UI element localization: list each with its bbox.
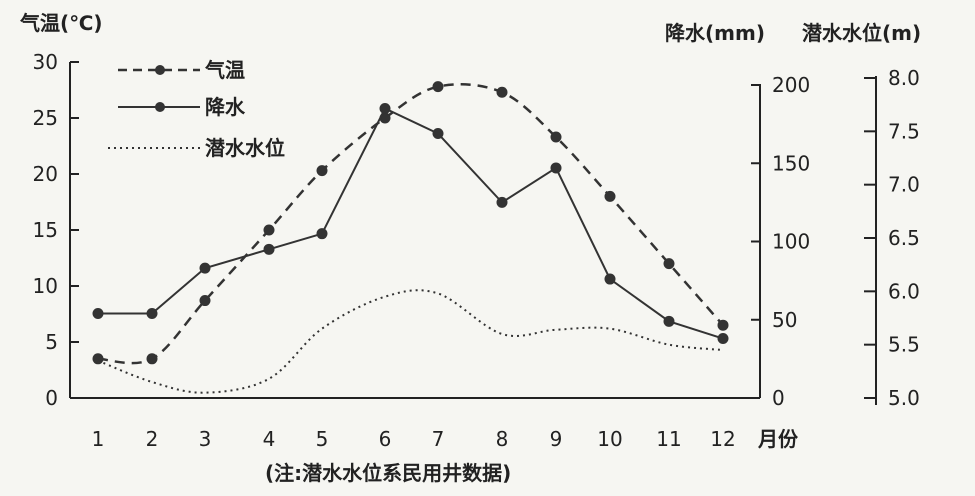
precipitation-point xyxy=(199,262,211,274)
water-tick-label: 6.5 xyxy=(888,226,920,250)
temperature-point xyxy=(663,258,675,270)
legend-temp-marker xyxy=(155,65,165,75)
water-tick-label: 6.0 xyxy=(888,279,920,303)
temperature-point xyxy=(92,353,104,365)
series-precipitation-line xyxy=(98,107,724,340)
precipitation-point xyxy=(550,162,562,174)
temperature-point xyxy=(496,86,508,98)
precipitation-point xyxy=(604,273,616,285)
precip-tick-label: 50 xyxy=(772,308,797,332)
x-tick-label: 12 xyxy=(710,427,735,451)
temperature-point xyxy=(550,131,562,143)
left-tick-label: 0 xyxy=(45,386,58,410)
precip-tick-label: 150 xyxy=(772,151,810,175)
legend-precip-marker xyxy=(155,102,165,112)
right-axis-water-title: 潜水水位(m) xyxy=(802,21,921,45)
left-tick-label: 30 xyxy=(33,50,58,74)
precipitation-point xyxy=(663,315,675,327)
legend-water-label: 潜水水位 xyxy=(205,136,285,160)
x-tick-label: 4 xyxy=(263,427,276,451)
precip-tick-label: 200 xyxy=(772,73,810,97)
x-tick-label: 9 xyxy=(550,427,563,451)
legend-temp-label: 气温 xyxy=(204,58,245,82)
x-tick-label: 2 xyxy=(146,427,159,451)
precipitation-point xyxy=(432,128,444,140)
left-tick-label: 10 xyxy=(33,274,58,298)
temperature-point xyxy=(432,81,444,93)
precip-tick-label: 100 xyxy=(772,230,810,254)
legend-precip-label: 降水 xyxy=(205,95,246,119)
temperature-point xyxy=(263,224,275,236)
water-tick-label: 7.5 xyxy=(888,119,920,143)
x-tick-label: 3 xyxy=(199,427,212,451)
x-tick-label: 6 xyxy=(379,427,392,451)
precipitation-point xyxy=(496,196,508,208)
x-tick-label: 5 xyxy=(316,427,329,451)
water-tick-label: 8.0 xyxy=(888,66,920,90)
left-axis-title: 气温(℃) xyxy=(19,11,103,35)
legend: 气温 降水 潜水水位 xyxy=(108,58,285,160)
x-tick-label: 11 xyxy=(656,427,681,451)
water-tick-label: 7.0 xyxy=(888,173,920,197)
temperature-point xyxy=(146,353,158,365)
precip-tick-label: 0 xyxy=(772,386,785,410)
precipitation-point xyxy=(146,307,158,319)
x-tick-label: 7 xyxy=(432,427,445,451)
x-tick-label: 1 xyxy=(92,427,105,451)
right-axis-precip-title: 降水(mm) xyxy=(665,21,765,45)
temperature-point xyxy=(717,319,729,331)
x-tick-label: 8 xyxy=(496,427,509,451)
temperature-point xyxy=(199,295,211,307)
precipitation-point xyxy=(92,307,104,319)
left-tick-label: 20 xyxy=(33,162,58,186)
x-axis-title: 月份 xyxy=(757,427,799,451)
water-tick-label: 5.0 xyxy=(888,386,920,410)
precipitation-point xyxy=(316,228,328,240)
temperature-point xyxy=(604,190,616,202)
chart-note: (注:潜水水位系民用井数据) xyxy=(265,461,511,485)
left-tick-label: 5 xyxy=(45,330,58,354)
precipitation-point xyxy=(717,333,729,345)
left-tick-label: 25 xyxy=(33,106,58,130)
precipitation-point xyxy=(379,102,391,114)
left-tick-label: 15 xyxy=(33,218,58,242)
series-temperature-line xyxy=(97,83,724,365)
precipitation-point xyxy=(263,243,275,255)
x-tick-label: 10 xyxy=(597,427,622,451)
series-water-level-line xyxy=(97,289,724,394)
temperature-point xyxy=(316,165,328,177)
water-tick-label: 5.5 xyxy=(888,333,920,357)
